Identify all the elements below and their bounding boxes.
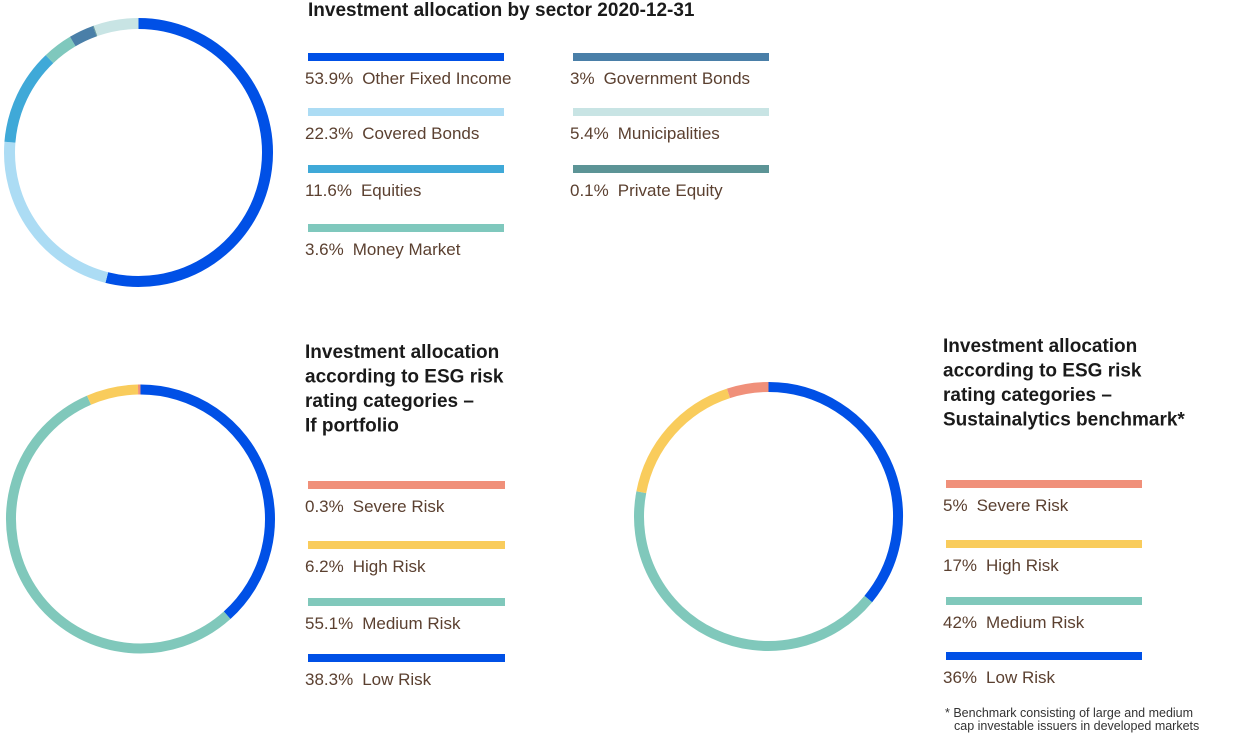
legend-value: 0.1% (570, 181, 609, 200)
legend-entry: 3% Government Bonds (570, 69, 750, 88)
legend-label: High Risk (353, 557, 426, 576)
footnote: * Benchmark consisting of large and medi… (945, 706, 1193, 720)
legend-swatch (946, 652, 1142, 660)
legend-label: Money Market (353, 240, 461, 259)
legend-swatch (573, 108, 769, 116)
donut-segment (87, 384, 139, 405)
legend-entry: 0.3% Severe Risk (305, 497, 445, 516)
chart-title: Investment allocation (943, 336, 1137, 357)
legend-label: Severe Risk (977, 496, 1069, 515)
legend-entry: 55.1% Medium Risk (305, 614, 461, 633)
legend-entry: 5.4% Municipalities (570, 124, 720, 143)
legend-swatch (308, 108, 504, 116)
legend-entry: 3.6% Money Market (305, 240, 461, 259)
legend-value: 38.3% (305, 670, 353, 689)
legend-label: Other Fixed Income (362, 69, 511, 88)
legend-entry: 5% Severe Risk (943, 496, 1069, 515)
legend-swatch (308, 165, 504, 173)
donut-segment (4, 141, 109, 283)
legend-swatch (308, 481, 505, 489)
donut-segment (45, 36, 76, 64)
legend-swatch (573, 165, 769, 173)
legend-swatch (308, 224, 504, 232)
legend-swatch (308, 598, 505, 606)
legend-value: 5.4% (570, 124, 609, 143)
legend-swatch (308, 53, 504, 61)
legend-value: 55.1% (305, 614, 353, 633)
donut-segment (636, 388, 731, 494)
legend-value: 6.2% (305, 557, 344, 576)
donut-segment (105, 18, 273, 287)
legend-entry: 0.1% Private Equity (570, 181, 723, 200)
legend-label: Medium Risk (986, 613, 1085, 632)
chart-title: If portfolio (305, 416, 399, 437)
chart-title: rating categories – (943, 385, 1112, 406)
footnote: cap investable issuers in developed mark… (954, 719, 1199, 733)
legend-entry: 53.9% Other Fixed Income (305, 69, 511, 88)
donut-chart: Investment allocation according to ESG ri… (634, 336, 1199, 733)
legend-swatch (946, 540, 1142, 548)
legend-label: Covered Bonds (362, 124, 479, 143)
donut-segment (6, 395, 231, 654)
legend-entry: 42% Medium Risk (943, 613, 1085, 632)
legend-label: Severe Risk (353, 497, 445, 516)
legend-swatch (946, 480, 1142, 488)
legend-entry: 11.6% Equities (305, 181, 421, 200)
legend-value: 0.3% (305, 497, 344, 516)
legend-value: 5% (943, 496, 968, 515)
legend-label: Low Risk (362, 670, 431, 689)
chart-title: according to ESG risk (305, 367, 504, 388)
chart-title: according to ESG risk (943, 361, 1142, 382)
donut-chart: Investment allocation according to ESG ri… (6, 342, 505, 689)
legend-swatch (308, 541, 505, 549)
legend-label: Equities (361, 181, 421, 200)
legend-value: 42% (943, 613, 977, 632)
legend-label: Low Risk (986, 668, 1055, 687)
legend-entry: 36% Low Risk (943, 668, 1055, 687)
chart-title: rating categories – (305, 391, 474, 412)
chart-title: Sustainalytics benchmark* (943, 410, 1185, 431)
legend-label: Medium Risk (362, 614, 461, 633)
legend-value: 17% (943, 556, 977, 575)
donut-segment (69, 25, 97, 47)
legend-value: 3.6% (305, 240, 344, 259)
chart-title: Investment allocation (305, 342, 499, 363)
legend-label: Government Bonds (604, 69, 750, 88)
legend-entry: 38.3% Low Risk (305, 670, 432, 689)
legend-entry: 22.3% Covered Bonds (305, 124, 479, 143)
legend-swatch (308, 654, 505, 662)
legend-swatch (946, 597, 1142, 605)
donut-segment (140, 384, 275, 619)
legend-value: 36% (943, 668, 977, 687)
legend-label: Private Equity (618, 181, 723, 200)
legend-label: Municipalities (618, 124, 720, 143)
legend-value: 11.6% (305, 181, 352, 200)
donut-segment (634, 491, 873, 651)
legend-label: High Risk (986, 556, 1059, 575)
donut-segment (93, 18, 139, 37)
legend-value: 53.9% (305, 69, 353, 88)
donut-segment (768, 382, 903, 603)
legend-value: 3% (570, 69, 595, 88)
donut-chart: Investment allocation by sector 2020-12-… (4, 0, 769, 287)
donut-segment (726, 382, 769, 399)
donut-segment (4, 55, 54, 143)
legend-value: 22.3% (305, 124, 353, 143)
chart-title: Investment allocation by sector 2020-12-… (308, 0, 695, 21)
legend-entry: 6.2% High Risk (305, 557, 426, 576)
legend-swatch (573, 53, 769, 61)
legend-entry: 17% High Risk (943, 556, 1059, 575)
